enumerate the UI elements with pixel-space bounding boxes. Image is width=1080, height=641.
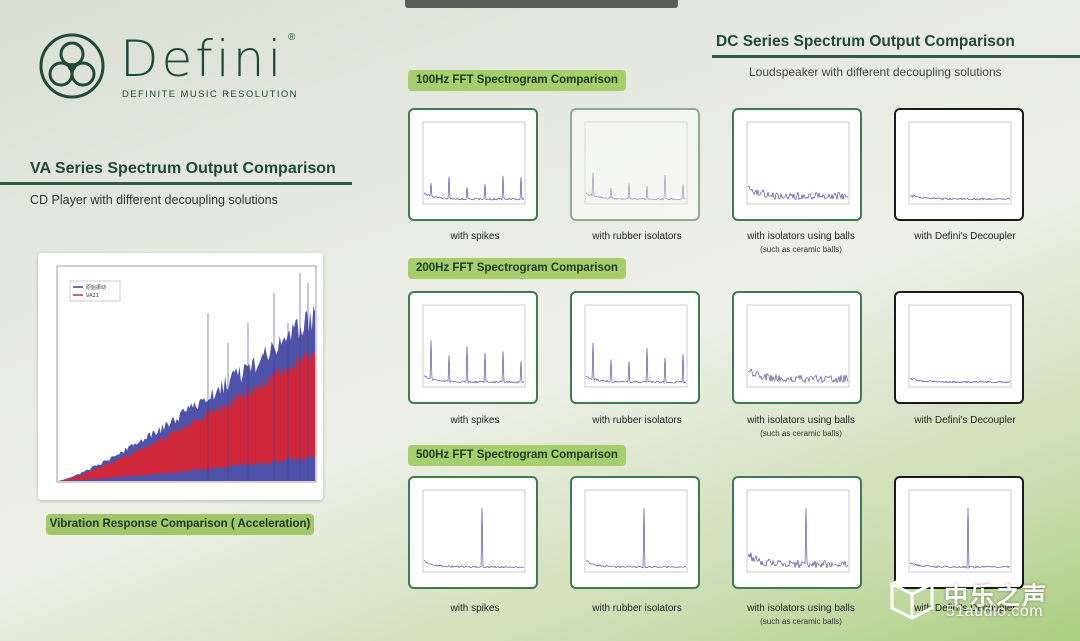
caption-text: with Defini's Decoupler — [885, 414, 1045, 427]
defini-logo-icon — [38, 32, 106, 100]
card-caption: with isolators using balls (such as ceram… — [721, 230, 881, 256]
spectrogram-card — [408, 108, 538, 221]
spectrogram-card — [894, 108, 1024, 221]
spectrogram-card — [732, 476, 862, 589]
brand-tagline: DEFINITE MUSIC RESOLUTION — [122, 89, 298, 100]
caption-text: with rubber isolators — [557, 602, 717, 615]
spectrogram-card — [570, 291, 700, 404]
spectrogram-card — [732, 291, 862, 404]
card-caption: with rubber isolators — [557, 414, 717, 427]
card-caption: with isolators using balls (such as ceram… — [721, 414, 881, 440]
va-chart-card: 原始振动 VA21 — [38, 253, 323, 500]
va-vibration-chart: 原始振动 VA21 — [38, 253, 323, 500]
section-label-2: 200Hz FFT Spectrogram Comparison — [408, 258, 626, 279]
va-title-underline — [0, 182, 352, 185]
spectrogram-card — [570, 476, 700, 589]
dc-section-title: DC Series Spectrum Output Comparison — [716, 33, 1015, 51]
card-caption: with Defini's Decoupler — [885, 414, 1045, 427]
legend-entry-1: 原始振动 — [86, 284, 106, 291]
top-mount-bar — [405, 0, 678, 8]
caption-text: with Defini's Decoupler — [885, 230, 1045, 243]
caption-note: (such as ceramic balls) — [721, 615, 881, 628]
card-caption: with rubber isolators — [557, 602, 717, 615]
spectrogram-card — [732, 108, 862, 221]
va-section-title: VA Series Spectrum Output Comparison — [30, 160, 336, 178]
caption-text: with rubber isolators — [557, 230, 717, 243]
watermark-url: 51audio.com — [946, 603, 1043, 621]
spectrogram-card — [894, 291, 1024, 404]
section-label-3: 500Hz FFT Spectrogram Comparison — [408, 445, 626, 466]
card-caption: with isolators using balls (such as ceram… — [721, 602, 881, 628]
card-caption: with Defini's Decoupler — [885, 230, 1045, 243]
card-caption: with rubber isolators — [557, 230, 717, 243]
spectrogram-card — [570, 108, 700, 221]
caption-text: with isolators using balls — [721, 414, 881, 427]
section-label-1: 100Hz FFT Spectrogram Comparison — [408, 70, 626, 91]
caption-note: (such as ceramic balls) — [721, 427, 881, 440]
spectrogram-card — [408, 476, 538, 589]
va-section-subtitle: CD Player with different decoupling solu… — [30, 193, 278, 207]
brand-name: Defini — [120, 30, 284, 88]
caption-text: with spikes — [395, 414, 555, 427]
legend-entry-2: VA21 — [86, 293, 99, 299]
card-caption: with spikes — [395, 602, 555, 615]
dc-title-underline — [712, 55, 1080, 58]
caption-text: with isolators using balls — [721, 230, 881, 243]
va-chart-label: Vibration Response Comparison ( Accelera… — [46, 514, 314, 535]
card-caption: with spikes — [395, 230, 555, 243]
caption-note: (such as ceramic balls) — [721, 243, 881, 256]
caption-text: with isolators using balls — [721, 602, 881, 615]
spectrogram-card — [408, 291, 538, 404]
caption-text: with spikes — [395, 602, 555, 615]
card-caption: with spikes — [395, 414, 555, 427]
registered-mark: ® — [288, 32, 295, 43]
caption-text: with rubber isolators — [557, 414, 717, 427]
dc-section-subtitle: Loudspeaker with different decoupling so… — [749, 65, 1002, 79]
caption-text: with spikes — [395, 230, 555, 243]
